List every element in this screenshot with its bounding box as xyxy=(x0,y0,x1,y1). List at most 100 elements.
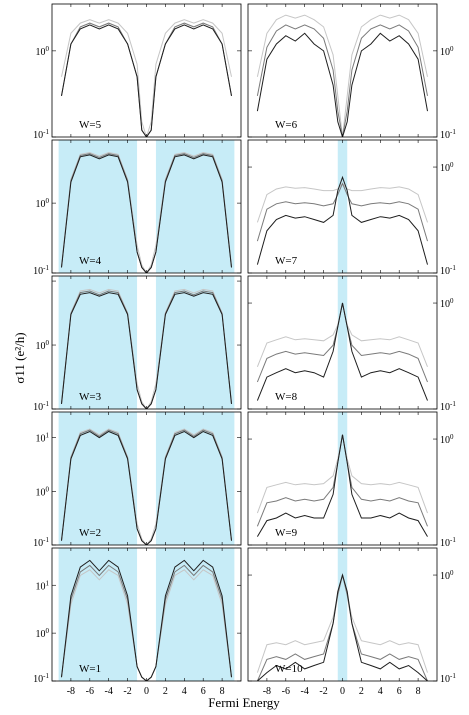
shaded-band xyxy=(337,548,348,681)
y-tick-label: 100 xyxy=(440,45,454,58)
x-tick-label: -6 xyxy=(86,686,94,697)
x-tick-label: 4 xyxy=(182,686,187,697)
y-tick-label: 10-1 xyxy=(440,400,456,413)
panel-label: W=9 xyxy=(275,527,298,539)
panel-frame xyxy=(51,3,242,138)
y-tick-label: 100 xyxy=(36,45,50,58)
shaded-band xyxy=(337,276,348,409)
x-tick-label: 0 xyxy=(340,686,345,697)
panel-left-3: 100 10-1 W=3 xyxy=(33,275,242,413)
series-line-3 xyxy=(61,428,232,545)
x-tick-label: -2 xyxy=(123,686,131,697)
panel-right-4: 100 10-1 W=9 xyxy=(247,411,456,549)
x-tick-label: -8 xyxy=(67,686,75,697)
x-tick-label: 8 xyxy=(220,686,225,697)
y-tick-label: 100 xyxy=(440,161,454,174)
shaded-band xyxy=(155,276,235,409)
shaded-band xyxy=(337,140,348,273)
series-line-1 xyxy=(257,573,428,681)
series-line-1 xyxy=(61,430,232,545)
panel-label: W=4 xyxy=(79,255,102,267)
y-tick-label: 10-1 xyxy=(440,264,456,277)
x-axis-title: Fermi Energy xyxy=(208,695,280,710)
x-tick-label: -4 xyxy=(301,686,309,697)
y-tick-label: 10-1 xyxy=(33,400,49,413)
x-tick-label: 0 xyxy=(144,686,149,697)
series-line-2 xyxy=(256,182,428,242)
panel-right-3: 100 10-1 W=8 xyxy=(247,275,456,413)
y-tick-label: 100 xyxy=(36,627,50,640)
y-tick-label: 10-1 xyxy=(33,672,49,685)
panel-right-5: 100 10-1 W=10 -8 -6 -4 -2 0 2 4 6 8 xyxy=(247,547,456,697)
y-tick-label: 100 xyxy=(440,297,454,310)
x-tick-label: -4 xyxy=(105,686,113,697)
panel-label: W=2 xyxy=(79,527,101,539)
series-line-1 xyxy=(61,154,232,273)
x-tick-label: -2 xyxy=(319,686,327,697)
y-axis-title: σ11 (e²/h) xyxy=(12,332,27,383)
panel-left-1: 100 10-1 W=5 xyxy=(33,3,242,141)
panels-group: 100 10-1 W=5 100 10-1 W=6 100 10-1 W=4 100 10-1 W=7… xyxy=(33,3,456,697)
x-tick-label: -6 xyxy=(282,686,290,697)
series-line-1 xyxy=(256,302,428,401)
series-line-1 xyxy=(61,292,232,409)
series-line-2 xyxy=(61,22,232,137)
series-line-2 xyxy=(61,153,232,273)
y-tick-label: 100 xyxy=(36,485,50,498)
panel-label: W=5 xyxy=(79,119,102,131)
series-line-1 xyxy=(256,434,428,537)
x-tick-label: 2 xyxy=(163,686,168,697)
panel-label: W=3 xyxy=(79,391,102,403)
y-tick-label: 10-1 xyxy=(440,672,456,685)
series-line-3 xyxy=(61,288,232,409)
y-tick-label: 100 xyxy=(440,433,454,446)
shaded-band xyxy=(155,412,235,545)
series-line-1 xyxy=(256,175,428,265)
series-line-1 xyxy=(61,24,232,137)
series-line-1 xyxy=(61,559,232,681)
x-tick-label: 6 xyxy=(201,686,206,697)
panel-left-2: 100 10-1 W=4 xyxy=(33,139,242,277)
y-tick-label: 10-1 xyxy=(33,536,49,549)
panel-right-1: 100 10-1 W=6 xyxy=(247,3,456,141)
shaded-band xyxy=(337,412,348,545)
y-tick-label: 10-1 xyxy=(440,128,456,141)
panel-right-2: 100 10-1 W=7 xyxy=(247,139,456,277)
shaded-band xyxy=(58,412,138,545)
x-tick-label: 2 xyxy=(359,686,364,697)
x-tick-label: 6 xyxy=(397,686,402,697)
y-tick-label: 101 xyxy=(36,432,50,445)
series-line-2 xyxy=(61,429,232,545)
series-line-2 xyxy=(256,24,428,137)
y-tick-label: 100 xyxy=(36,339,50,352)
shaded-band xyxy=(58,140,138,273)
series-line-2 xyxy=(61,290,232,409)
x-tick-label: -8 xyxy=(263,686,271,697)
y-tick-label: 101 xyxy=(36,579,50,592)
panel-left-4: 101 100 10-1 W=2 xyxy=(33,411,242,549)
y-tick-label: 10-1 xyxy=(33,128,49,141)
y-tick-label: 100 xyxy=(36,197,50,210)
panel-label: W=10 xyxy=(275,663,303,675)
panel-frame xyxy=(247,3,438,138)
panel-label: W=7 xyxy=(275,255,298,267)
panel-label: W=6 xyxy=(275,119,298,131)
panel-label: W=8 xyxy=(275,391,298,403)
series-line-3 xyxy=(61,569,232,681)
shaded-band xyxy=(58,548,138,681)
series-line-3 xyxy=(256,14,428,137)
panel-label: W=1 xyxy=(79,663,101,675)
shaded-band xyxy=(58,276,138,409)
shaded-band xyxy=(155,140,235,273)
x-tick-label: 4 xyxy=(378,686,383,697)
panel-left-5: 101 100 10-1 W=1 -8 -6 -4 -2 0 2 4 6 8 xyxy=(33,547,242,697)
y-tick-label: 100 xyxy=(440,569,454,582)
series-line-3 xyxy=(61,19,232,137)
shaded-band xyxy=(155,548,235,681)
y-tick-label: 10-1 xyxy=(33,264,49,277)
series-line-3 xyxy=(61,151,232,273)
x-tick-label: 8 xyxy=(416,686,421,697)
series-line-2 xyxy=(61,564,232,681)
series-line-1 xyxy=(256,32,428,137)
